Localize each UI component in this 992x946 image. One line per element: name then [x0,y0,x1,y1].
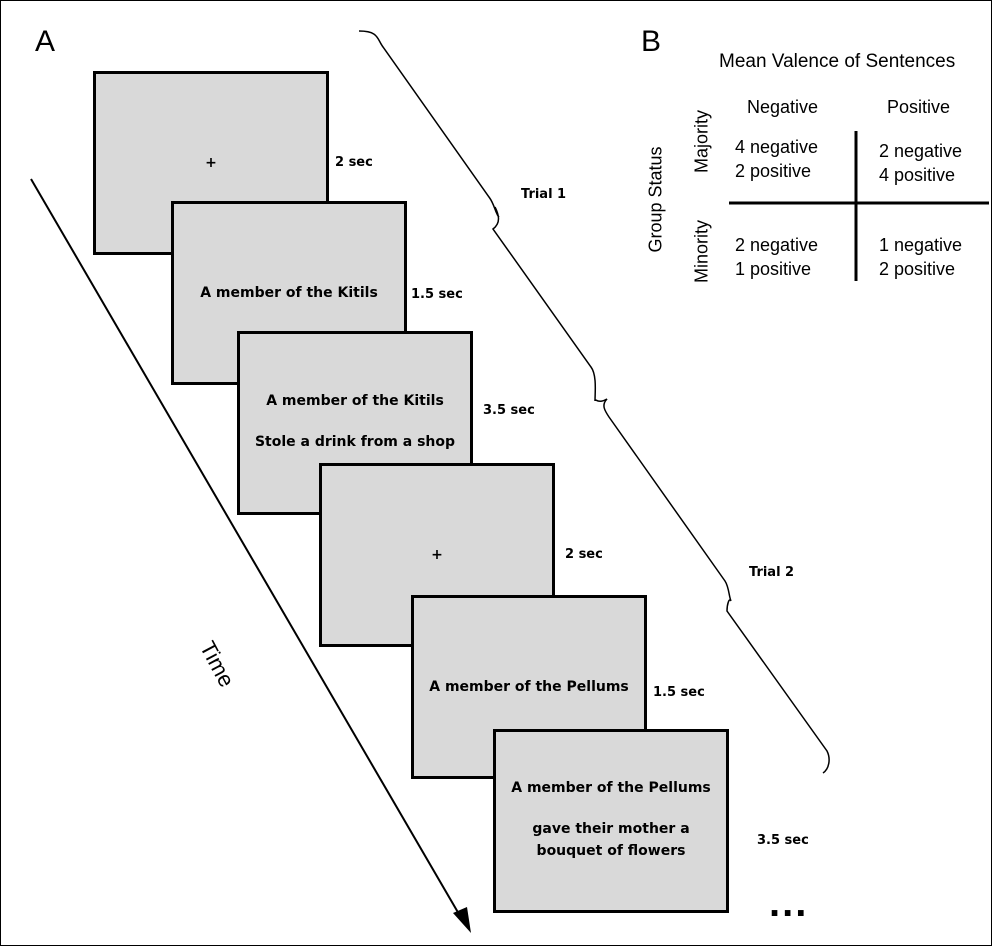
screen-3-line2: Stole a drink from a shop [254,434,456,450]
cell-line: 4 positive [879,165,956,185]
screen-2-text: A member of the Kitils [200,285,378,301]
duration-2: 1.5 sec [411,287,463,302]
cell-line: 4 negative [735,137,819,157]
screen-6-line1: A member of the Pellums [511,780,711,796]
fixation-cross: + [205,155,217,171]
fixation-cross-2: + [431,547,443,563]
trial-1-brace [358,30,608,403]
cell-line: 1 negative [879,235,963,255]
cell-line: 2 negative [735,235,819,255]
col-header-positive: Positive [887,97,951,117]
panel-b-label: B [641,25,662,58]
row-header-minority: Minority [691,220,712,284]
screen-3-line1: A member of the Kitils [266,393,444,409]
cell-line: 2 positive [735,161,812,181]
trial-2-label: Trial 2 [749,565,795,580]
time-arrow-head [453,907,471,933]
cell-minority-positive: 1 negative 2 positive [879,233,962,281]
cell-line: 1 positive [735,259,812,279]
cell-majority-positive: 2 negative 4 positive [879,139,962,187]
trial-2-brace [603,398,830,774]
trial-1-label: Trial 1 [521,187,567,202]
panel-a-label: A [35,25,56,58]
duration-3: 3.5 sec [483,403,535,418]
screen-6-sentence: A member of the Pellums gave their mothe… [493,729,729,913]
col-header-negative: Negative [747,97,819,117]
row-axis-label: Group Status [645,146,666,253]
cell-majority-negative: 4 negative 2 positive [735,135,818,183]
screen-6-line2: gave their mother a bouquet of flowers [532,821,690,859]
duration-4: 2 sec [565,547,603,562]
matrix-title: Mean Valence of Sentences [719,51,956,72]
duration-1: 2 sec [335,155,373,170]
time-axis-line [30,178,464,922]
duration-5: 1.5 sec [653,685,705,700]
continuation-ellipsis: ... [769,881,809,925]
cell-line: 2 positive [879,259,956,279]
cell-minority-negative: 2 negative 1 positive [735,233,818,281]
cell-line: 2 negative [879,141,963,161]
screen-5-text: A member of the Pellums [429,679,629,695]
duration-6: 3.5 sec [757,833,809,848]
row-header-majority: Majority [691,110,712,174]
